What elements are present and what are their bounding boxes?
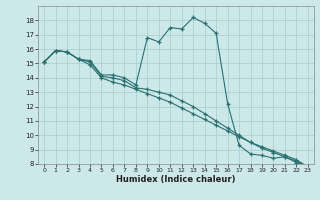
X-axis label: Humidex (Indice chaleur): Humidex (Indice chaleur) [116, 175, 236, 184]
